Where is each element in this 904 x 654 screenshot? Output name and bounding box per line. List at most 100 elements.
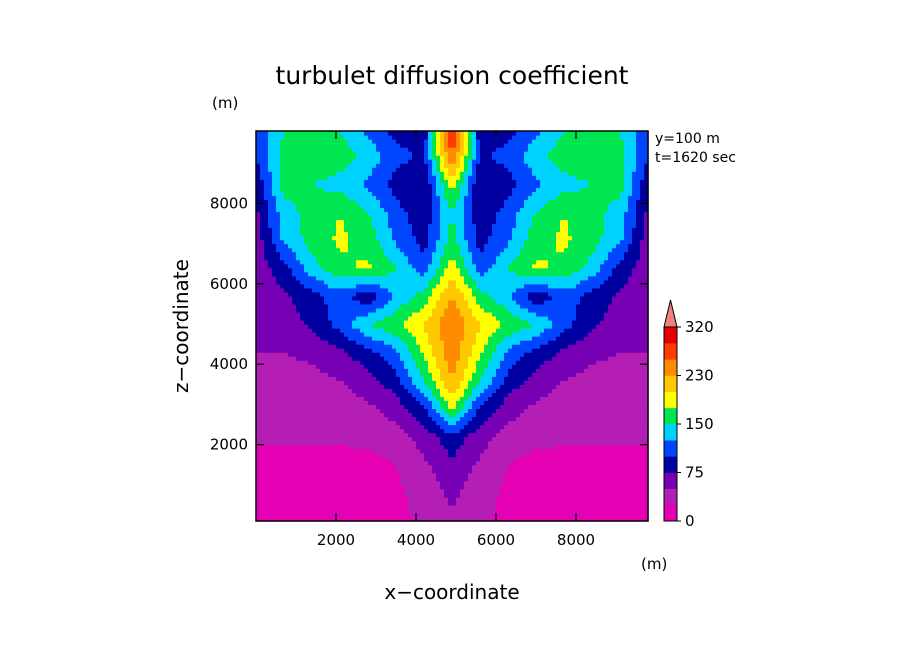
contour-cell: [392, 492, 397, 498]
contour-cell: [552, 328, 557, 333]
contour-cell: [500, 376, 505, 381]
contour-cell: [336, 372, 341, 377]
contour-cell: [436, 332, 441, 337]
contour-cell: [632, 319, 637, 325]
contour-cell: [260, 392, 265, 397]
contour-cell: [516, 340, 521, 345]
contour-cell: [644, 336, 649, 341]
contour-cell: [328, 348, 333, 353]
contour-cell: [336, 319, 341, 325]
contour-cell: [468, 340, 473, 345]
contour-cell: [564, 440, 569, 446]
contour-cell: [264, 472, 269, 478]
contour-cell: [460, 460, 465, 466]
contour-cell: [356, 452, 361, 458]
contour-cell: [448, 388, 453, 393]
contour-cell: [324, 364, 329, 369]
contour-cell: [644, 500, 649, 506]
contour-cell: [436, 380, 441, 385]
contour-cell: [380, 444, 385, 450]
contour-cell: [436, 323, 441, 329]
contour-cell: [272, 512, 277, 518]
contour-cell: [516, 464, 521, 470]
contour-cell: [312, 436, 317, 442]
contour-cell: [488, 315, 493, 321]
contour-cell: [476, 384, 481, 389]
contour-cell: [384, 323, 389, 329]
contour-cell: [276, 472, 281, 478]
contour-cell: [272, 464, 277, 470]
contour-cell: [608, 372, 613, 377]
contour-cell: [376, 396, 381, 401]
contour-cell: [440, 484, 445, 490]
contour-cell: [260, 508, 265, 514]
contour-cell: [464, 496, 469, 502]
contour-cell: [264, 480, 269, 486]
contour-cell: [592, 484, 597, 490]
contour-cell: [612, 396, 617, 401]
contour-cell: [528, 348, 533, 353]
contour-cell: [352, 388, 357, 393]
contour-cell: [524, 412, 529, 418]
contour-cell: [504, 428, 509, 434]
contour-cell: [288, 396, 293, 401]
contour-cell: [604, 352, 609, 357]
contour-cell: [276, 352, 281, 357]
contour-cell: [316, 356, 321, 361]
contour-cell: [580, 488, 585, 494]
contour-cell: [432, 328, 437, 333]
contour-cell: [460, 472, 465, 478]
contour-cell: [332, 368, 337, 373]
contour-cell: [424, 468, 429, 474]
contour-cell: [388, 428, 393, 434]
contour-cell: [608, 408, 613, 414]
contour-cell: [636, 376, 641, 381]
contour-cell: [372, 508, 377, 514]
contour-cell: [556, 424, 561, 430]
contour-cell: [316, 408, 321, 414]
contour-cell: [540, 432, 545, 438]
contour-cell: [324, 323, 329, 329]
contour-cell: [640, 408, 645, 414]
contour-cell: [568, 364, 573, 369]
contour-cell: [396, 340, 401, 345]
contour-cell: [640, 424, 645, 430]
contour-cell: [632, 460, 637, 466]
contour-cell: [532, 408, 537, 414]
contour-cell: [388, 492, 393, 498]
contour-cell: [292, 344, 297, 349]
contour-cell: [328, 424, 333, 430]
contour-cell: [280, 336, 285, 341]
contour-cell: [560, 352, 565, 357]
contour-cell: [488, 512, 493, 518]
contour-cell: [400, 372, 405, 377]
contour-cell: [340, 424, 345, 430]
contour-cell: [580, 484, 585, 490]
contour-cell: [524, 388, 529, 393]
contour-cell: [620, 404, 625, 410]
contour-cell: [328, 392, 333, 397]
contour-cell: [616, 352, 621, 357]
contour-cell: [484, 392, 489, 397]
contour-cell: [636, 404, 641, 410]
contour-cell: [344, 452, 349, 458]
contour-cell: [532, 332, 537, 337]
contour-cell: [564, 315, 569, 321]
contour-cell: [568, 436, 573, 442]
contour-cell: [524, 372, 529, 377]
contour-cell: [492, 480, 497, 486]
contour-cell: [436, 408, 441, 414]
contour-cell: [532, 352, 537, 357]
contour-cell: [348, 344, 353, 349]
contour-cell: [572, 468, 577, 474]
contour-cell: [316, 376, 321, 381]
contour-cell: [528, 336, 533, 341]
contour-cell: [500, 428, 505, 434]
contour-cell: [516, 352, 521, 357]
contour-cell: [584, 436, 589, 442]
contour-cell: [520, 412, 525, 418]
contour-cell: [308, 352, 313, 357]
contour-cell: [360, 456, 365, 462]
contour-cell: [372, 432, 377, 438]
contour-cell: [480, 323, 485, 329]
